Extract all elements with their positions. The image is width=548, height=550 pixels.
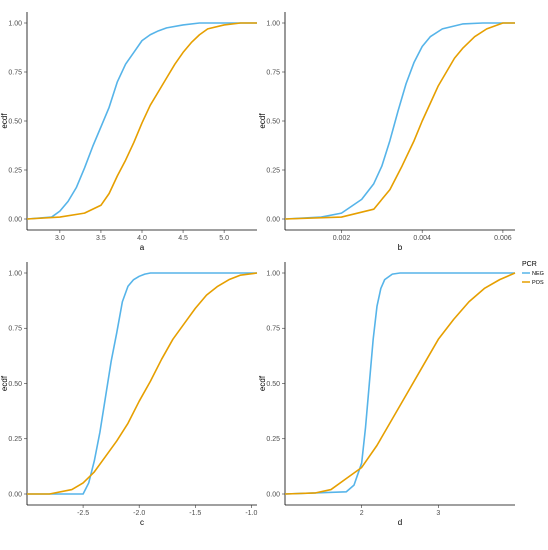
x-tick-label-c: -1.5 xyxy=(189,510,201,517)
x-tick-label-b: 0.006 xyxy=(494,235,512,242)
y-tick-label-a: 0.75 xyxy=(8,69,22,76)
x-tick-label-a: 5.0 xyxy=(219,235,229,242)
legend-label-pos: POS xyxy=(532,280,544,286)
y-axis-label-b: ecdf xyxy=(258,113,267,129)
y-tick-label-c: 1.00 xyxy=(8,270,22,277)
panel-d: 0.00 0.25 0.50 0.75 1.00 2 3 d ecdf xyxy=(258,262,516,527)
series-line-neg-b xyxy=(284,22,515,220)
x-tick-label-d: 2 xyxy=(360,510,364,517)
y-axis-label-d: ecdf xyxy=(258,375,267,391)
y-tick-label-d: 1.00 xyxy=(266,270,280,277)
x-tick-label-a: 4.5 xyxy=(178,235,188,242)
y-tick-label-d: 0.25 xyxy=(266,436,280,443)
x-tick-label-b: 0.002 xyxy=(333,235,351,242)
y-tick-label-c: 0.25 xyxy=(8,436,22,443)
y-tick-label-b: 0.25 xyxy=(266,167,280,174)
y-tick-label-a: 0.25 xyxy=(8,167,22,174)
y-tick-label-d: 0.75 xyxy=(266,326,280,333)
y-axis-label-a: ecdf xyxy=(0,113,9,129)
x-tick-label-a: 4.0 xyxy=(137,235,147,242)
panel-b: 0.00 0.25 0.50 0.75 1.00 0.002 0.004 0.006 b ecdf xyxy=(258,12,515,252)
legend-title: PCR xyxy=(522,261,537,268)
series-line-neg-a xyxy=(26,22,257,220)
y-tick-label-b: 1.00 xyxy=(266,20,280,27)
x-tick-label-b: 0.004 xyxy=(413,235,431,242)
x-tick-label-a: 3.5 xyxy=(96,235,106,242)
x-tick-label-a: 3.0 xyxy=(55,235,65,242)
x-tick-label-c: -2.5 xyxy=(77,510,89,517)
x-axis-label-b: b xyxy=(398,243,403,252)
x-axis-label-c: c xyxy=(140,518,144,527)
series-line-neg-c xyxy=(27,272,257,495)
panels: 0.00 0.25 0.50 0.75 1.00 3.0 3.5 4.0 4.5 5.0 a ecdf… xyxy=(0,12,516,527)
panel-a: 0.00 0.25 0.50 0.75 1.00 3.0 3.5 4.0 4.5 5.0 a ecdf xyxy=(0,12,257,252)
y-tick-label-a: 0.50 xyxy=(8,118,22,125)
y-axis-label-c: ecdf xyxy=(0,375,9,391)
legend-label-neg: NEG xyxy=(532,271,544,277)
x-axis-label-d: d xyxy=(398,518,402,527)
legend: PCR NEG POS xyxy=(522,261,544,286)
panel-c: 0.00 0.25 0.50 0.75 1.00 -2.5 -2.0 -1.5 -1.0 c ecd… xyxy=(0,262,258,527)
y-tick-label-b: 0.00 xyxy=(266,216,280,223)
series-line-pos-d xyxy=(284,272,516,495)
y-tick-label-d: 0.00 xyxy=(266,491,280,498)
y-tick-label-c: 0.50 xyxy=(8,381,22,388)
x-tick-label-c: -1.0 xyxy=(245,510,257,517)
y-tick-label-c: 0.75 xyxy=(8,326,22,333)
x-axis-label-a: a xyxy=(140,243,145,252)
series-line-pos-c xyxy=(27,272,258,495)
x-tick-label-d: 3 xyxy=(436,510,440,517)
y-tick-label-a: 0.00 xyxy=(8,216,22,223)
y-tick-label-d: 0.50 xyxy=(266,381,280,388)
y-tick-label-c: 0.00 xyxy=(8,491,22,498)
y-tick-label-b: 0.75 xyxy=(266,69,280,76)
x-tick-label-c: -2.0 xyxy=(133,510,145,517)
series-line-pos-b xyxy=(284,22,515,220)
series-line-neg-d xyxy=(284,272,515,495)
y-tick-label-b: 0.50 xyxy=(266,118,280,125)
y-tick-label-a: 1.00 xyxy=(8,20,22,27)
series-line-pos-a xyxy=(26,22,257,220)
